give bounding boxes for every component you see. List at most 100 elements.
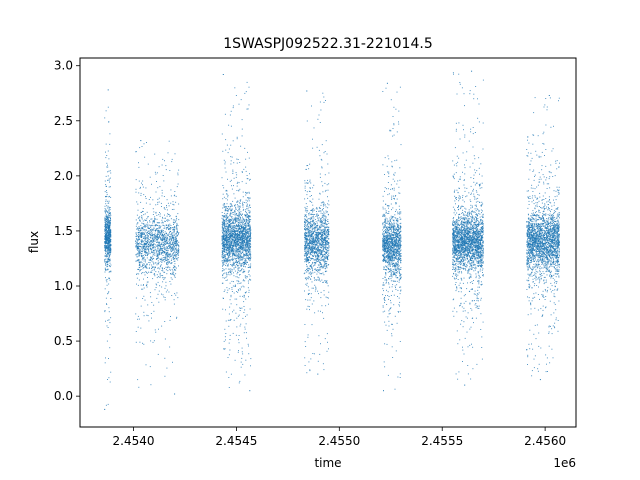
- data-point: [137, 255, 139, 257]
- data-point: [238, 215, 240, 216]
- data-point: [234, 242, 236, 244]
- data-point: [168, 255, 169, 257]
- data-point: [240, 236, 242, 238]
- data-point: [144, 258, 146, 260]
- data-point: [310, 273, 312, 275]
- data-point: [223, 222, 225, 224]
- data-point: [158, 225, 160, 227]
- data-point: [305, 228, 307, 230]
- data-point: [224, 246, 226, 248]
- data-point: [139, 227, 141, 229]
- data-point: [151, 268, 152, 269]
- data-point: [312, 269, 313, 271]
- data-point: [167, 256, 169, 258]
- data-point: [108, 229, 110, 231]
- data-points: [104, 70, 560, 410]
- data-point: [166, 241, 168, 243]
- data-point: [157, 244, 159, 246]
- data-point: [245, 170, 247, 172]
- data-point: [175, 219, 177, 221]
- data-point: [104, 246, 106, 248]
- data-point: [246, 220, 248, 222]
- data-point: [110, 196, 112, 198]
- data-point: [232, 245, 234, 247]
- data-point: [241, 238, 243, 240]
- data-point: [142, 258, 143, 260]
- data-point: [161, 250, 163, 252]
- data-point: [247, 246, 249, 248]
- data-point: [138, 250, 140, 252]
- data-point: [106, 239, 108, 241]
- data-point: [309, 266, 311, 268]
- data-point: [250, 234, 251, 236]
- data-point: [236, 231, 238, 232]
- data-point: [146, 142, 147, 143]
- data-point: [159, 226, 161, 228]
- data-point: [147, 248, 149, 250]
- data-point: [235, 258, 237, 260]
- data-point: [236, 204, 238, 206]
- data-point: [152, 278, 154, 280]
- data-point: [158, 250, 160, 252]
- data-point: [233, 229, 235, 231]
- data-point: [108, 179, 110, 181]
- data-point: [237, 223, 239, 225]
- data-point: [230, 208, 232, 210]
- data-point: [156, 224, 158, 226]
- data-point: [240, 282, 242, 284]
- data-point: [311, 263, 313, 265]
- data-point: [249, 236, 251, 238]
- data-point: [165, 247, 167, 249]
- data-point: [236, 298, 238, 300]
- data-point: [171, 237, 173, 239]
- data-point: [312, 224, 314, 226]
- data-point: [228, 229, 230, 231]
- data-point: [241, 241, 243, 242]
- data-point: [223, 235, 224, 237]
- data-point: [153, 221, 155, 223]
- data-point: [137, 209, 139, 211]
- data-point: [104, 271, 106, 273]
- data-point: [241, 119, 243, 121]
- data-point: [230, 227, 232, 229]
- data-point: [106, 230, 108, 232]
- data-point: [306, 243, 308, 245]
- data-point: [229, 214, 231, 216]
- data-point: [109, 195, 110, 197]
- data-point: [228, 234, 230, 236]
- data-point: [149, 224, 151, 226]
- data-point: [325, 220, 327, 222]
- data-point: [325, 140, 327, 142]
- data-point: [140, 192, 142, 194]
- data-point: [175, 247, 177, 249]
- data-point: [315, 241, 317, 243]
- data-point: [159, 245, 161, 247]
- data-point: [232, 332, 234, 334]
- data-point: [321, 224, 323, 226]
- data-point: [178, 241, 180, 243]
- data-point: [249, 227, 251, 228]
- data-point: [239, 222, 241, 224]
- data-point: [106, 233, 108, 235]
- data-point: [221, 251, 223, 253]
- data-point: [238, 342, 240, 344]
- data-point: [327, 244, 329, 246]
- data-point: [327, 297, 329, 299]
- data-point: [239, 254, 241, 256]
- data-point: [109, 334, 111, 336]
- data-point: [166, 219, 168, 221]
- data-point: [143, 260, 145, 262]
- data-point: [239, 246, 241, 248]
- data-point: [142, 184, 143, 186]
- data-point: [151, 264, 153, 266]
- data-point: [107, 236, 109, 238]
- data-point: [227, 258, 228, 260]
- data-point: [173, 303, 175, 305]
- data-point: [242, 257, 244, 259]
- data-point: [229, 229, 231, 231]
- data-point: [104, 268, 106, 270]
- data-point: [326, 297, 328, 299]
- data-point: [146, 263, 148, 265]
- data-point: [157, 232, 159, 234]
- data-point: [228, 239, 229, 241]
